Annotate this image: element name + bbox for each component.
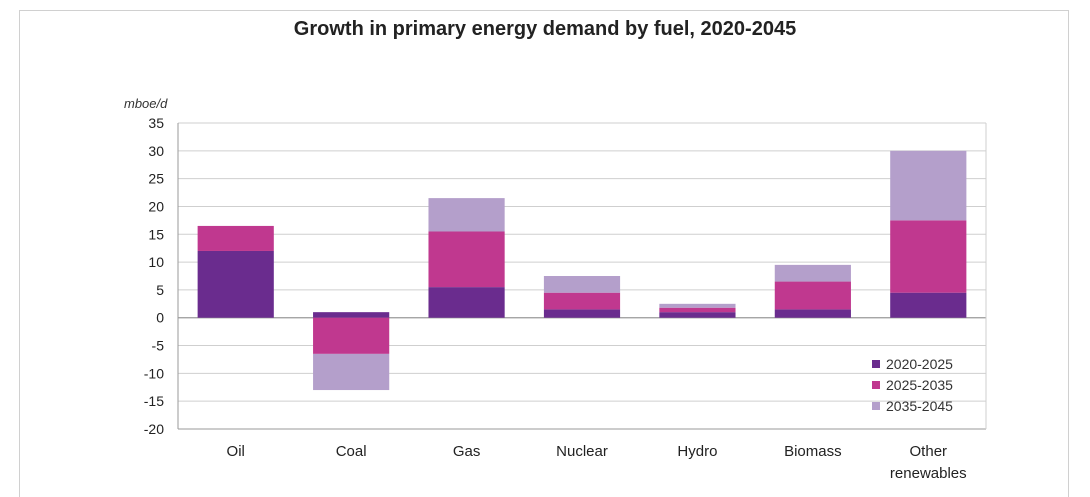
bar-segment bbox=[313, 312, 390, 318]
x-category-label: Hydro bbox=[677, 443, 717, 460]
bar-segment bbox=[890, 292, 967, 318]
x-category-label: renewables bbox=[890, 465, 967, 482]
legend-label: 2025-2035 bbox=[886, 377, 953, 393]
legend-label: 2020-2025 bbox=[886, 356, 953, 372]
y-tick-label: 30 bbox=[148, 143, 164, 159]
legend-swatch bbox=[872, 402, 880, 410]
legend-label: 2035-2045 bbox=[886, 398, 953, 414]
y-tick-label: 20 bbox=[148, 198, 164, 214]
bar-segment bbox=[197, 250, 274, 318]
legend-swatch bbox=[872, 360, 880, 368]
bar-segment bbox=[890, 220, 967, 293]
y-tick-label: 10 bbox=[148, 254, 164, 270]
x-category-label: Nuclear bbox=[556, 443, 608, 460]
y-tick-label: 35 bbox=[148, 115, 164, 131]
bar-segment bbox=[774, 281, 851, 310]
x-category-label: Other bbox=[910, 443, 948, 460]
y-tick-label: -15 bbox=[144, 393, 164, 409]
bar-segment bbox=[774, 264, 851, 282]
x-category-label: Biomass bbox=[784, 443, 842, 460]
legend-swatch bbox=[872, 381, 880, 389]
bar-segment bbox=[890, 150, 967, 221]
y-tick-label: -10 bbox=[144, 365, 164, 381]
bar-segment bbox=[543, 276, 621, 293]
bar-segment bbox=[428, 287, 505, 318]
y-tick-label: -20 bbox=[144, 421, 164, 437]
chart-title: Growth in primary energy demand by fuel,… bbox=[293, 18, 797, 40]
bar-segment bbox=[313, 317, 390, 354]
x-category-label: Gas bbox=[453, 443, 481, 460]
x-category-label: Coal bbox=[336, 443, 367, 460]
bar-segment bbox=[313, 353, 390, 391]
bars-layer bbox=[197, 150, 967, 391]
bar-segment bbox=[428, 198, 505, 232]
y-tick-label: 0 bbox=[156, 310, 164, 326]
x-category-label: Oil bbox=[227, 443, 245, 460]
legend: 2020-2025 2025-2035 2035-2045 bbox=[872, 356, 953, 414]
bar-segment bbox=[197, 225, 274, 251]
bar-segment bbox=[543, 292, 621, 310]
bar-segment bbox=[659, 312, 736, 318]
bar-segment bbox=[774, 309, 851, 318]
y-tick-label: -5 bbox=[152, 338, 165, 354]
bar-segment bbox=[543, 309, 621, 318]
bar-segment bbox=[659, 303, 736, 308]
bar-segment bbox=[659, 307, 736, 313]
y-tick-label: 25 bbox=[148, 171, 164, 187]
bar-segment bbox=[428, 231, 505, 288]
y-axis-unit-label: mboe/d bbox=[124, 96, 168, 111]
y-tick-label: 5 bbox=[156, 282, 164, 298]
axis-layer: 35 30 25 20 15 10 5 0 -5 -10 -15 -20 Oil Coal Gas Nucle… bbox=[144, 115, 987, 482]
y-tick-label: 15 bbox=[148, 226, 164, 242]
